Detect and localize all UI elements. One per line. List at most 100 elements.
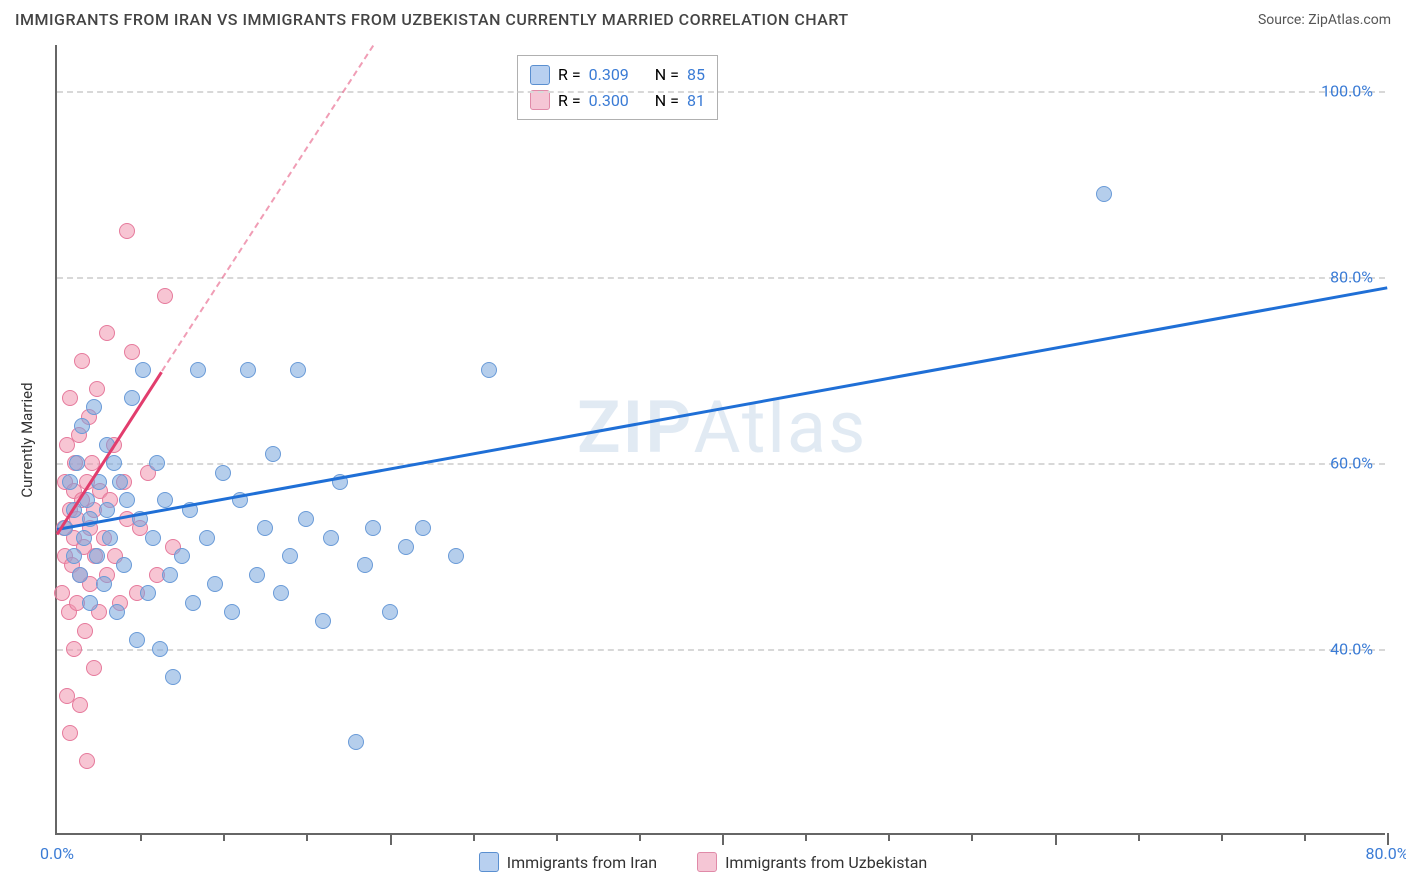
chart-title: IMMIGRANTS FROM IRAN VS IMMIGRANTS FROM … — [15, 10, 849, 29]
x-tick — [1055, 833, 1057, 845]
scatter-point — [77, 623, 93, 639]
scatter-point — [99, 325, 115, 341]
scatter-point — [298, 511, 314, 527]
scatter-point — [109, 604, 125, 620]
scatter-point — [415, 520, 431, 536]
scatter-point — [315, 613, 331, 629]
scatter-point — [66, 641, 82, 657]
scatter-point — [149, 455, 165, 471]
x-minor-tick — [888, 833, 890, 841]
scatter-point — [62, 725, 78, 741]
scatter-point — [257, 520, 273, 536]
scatter-point — [102, 530, 118, 546]
scatter-point — [124, 344, 140, 360]
x-minor-tick — [805, 833, 807, 841]
y-tick-label: 80.0% — [1330, 268, 1373, 287]
x-minor-tick — [1221, 833, 1223, 841]
scatter-point — [290, 362, 306, 378]
scatter-point — [152, 641, 168, 657]
scatter-point — [145, 530, 161, 546]
scatter-point — [69, 455, 85, 471]
scatter-point — [112, 474, 128, 490]
scatter-point — [72, 697, 88, 713]
scatter-point — [365, 520, 381, 536]
x-minor-tick — [1138, 833, 1140, 841]
scatter-point — [199, 530, 215, 546]
scatter-point — [157, 288, 173, 304]
scatter-point — [1096, 186, 1112, 202]
scatter-point — [86, 399, 102, 415]
scatter-point — [62, 474, 78, 490]
y-tick-label: 40.0% — [1330, 640, 1373, 659]
legend-n-value-blue: 85 — [687, 62, 705, 88]
scatter-point — [185, 595, 201, 611]
scatter-point — [79, 753, 95, 769]
scatter-point — [357, 557, 373, 573]
scatter-point — [74, 353, 90, 369]
scatter-point — [382, 604, 398, 620]
scatter-point — [162, 567, 178, 583]
y-tick-label: 60.0% — [1330, 454, 1373, 473]
legend-r-value-blue: 0.309 — [589, 62, 629, 88]
trend-line — [57, 287, 1388, 532]
scatter-point — [323, 530, 339, 546]
legend-bottom: Immigrants from Iran Immigrants from Uzb… — [0, 852, 1406, 876]
scatter-point — [249, 567, 265, 583]
x-minor-tick — [971, 833, 973, 841]
gridline-horizontal — [57, 277, 1385, 279]
x-minor-tick — [639, 833, 641, 841]
scatter-point — [240, 362, 256, 378]
scatter-point — [62, 390, 78, 406]
scatter-point — [481, 362, 497, 378]
x-tick — [390, 833, 392, 845]
scatter-point — [72, 567, 88, 583]
watermark-part-a: ZIP — [577, 385, 693, 470]
scatter-point — [282, 548, 298, 564]
scatter-point — [174, 548, 190, 564]
legend-top: R = 0.309 N = 85 R = 0.300 N = 81 — [517, 55, 718, 120]
legend-label-iran: Immigrants from Iran — [507, 853, 657, 872]
scatter-point — [448, 548, 464, 564]
scatter-point — [129, 632, 145, 648]
scatter-point — [54, 585, 70, 601]
scatter-point — [66, 548, 82, 564]
scatter-point — [215, 465, 231, 481]
scatter-point — [119, 492, 135, 508]
scatter-point — [89, 381, 105, 397]
x-minor-tick — [140, 833, 142, 841]
trend-line — [161, 45, 374, 371]
scatter-point — [165, 669, 181, 685]
scatter-point — [190, 362, 206, 378]
scatter-point — [82, 595, 98, 611]
x-minor-tick — [1304, 833, 1306, 841]
scatter-point — [89, 548, 105, 564]
scatter-point — [140, 585, 156, 601]
scatter-point — [119, 223, 135, 239]
scatter-point — [398, 539, 414, 555]
y-tick-label: 100.0% — [1321, 82, 1373, 101]
scatter-point — [76, 530, 92, 546]
scatter-point — [86, 660, 102, 676]
scatter-point — [116, 557, 132, 573]
scatter-point — [273, 585, 289, 601]
legend-row-blue: R = 0.309 N = 85 — [530, 62, 705, 88]
legend-swatch-pink-bottom — [697, 852, 717, 872]
scatter-point — [135, 362, 151, 378]
scatter-point — [224, 604, 240, 620]
plot-area: ZIPAtlas R = 0.309 N = 85 R = 0.300 N = … — [55, 45, 1385, 835]
source-label: Source: ZipAtlas.com — [1258, 12, 1391, 28]
scatter-point — [157, 492, 173, 508]
gridline-horizontal — [57, 91, 1385, 93]
x-minor-tick — [473, 833, 475, 841]
gridline-horizontal — [57, 649, 1385, 651]
legend-item-uzbekistan: Immigrants from Uzbekistan — [697, 852, 927, 872]
chart-container: IMMIGRANTS FROM IRAN VS IMMIGRANTS FROM … — [0, 0, 1406, 892]
legend-swatch-blue-bottom — [479, 852, 499, 872]
gridline-horizontal — [57, 463, 1385, 465]
x-minor-tick — [306, 833, 308, 841]
y-axis-label: Currently Married — [18, 382, 36, 497]
scatter-point — [207, 576, 223, 592]
x-minor-tick — [223, 833, 225, 841]
legend-r-label-blue: R = — [558, 62, 581, 88]
legend-label-uzbekistan: Immigrants from Uzbekistan — [725, 853, 927, 872]
